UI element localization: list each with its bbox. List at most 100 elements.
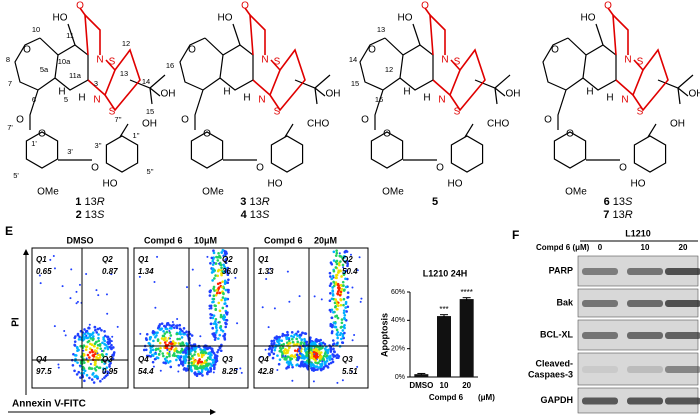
flow-event [202,353,205,357]
flow-event [336,282,340,286]
flow-event [73,340,77,343]
flow-event [207,352,210,356]
atom-label: H [243,93,250,104]
flow-event [178,323,182,327]
atom-label: OH [689,89,700,100]
substituent: CHO [307,119,329,130]
quadrant-name: Q2 [222,255,233,264]
atom-number: 8 [6,55,10,64]
flow-event [192,346,196,350]
flow-event [219,349,223,353]
flow-event [107,360,111,363]
flow-event [332,250,336,254]
ring [105,135,139,173]
flow-event [199,366,203,370]
flow-event [351,339,354,342]
flow-event [297,349,301,353]
flow-event [329,310,332,313]
quadrant-value: 50.4 [342,267,358,276]
flow-event [100,353,104,356]
flow-event [224,267,227,270]
flow-event [226,281,230,285]
flow-event [336,290,340,293]
flow-event [216,256,220,259]
bar [414,374,429,377]
flow-event [97,333,100,336]
flow-event [291,379,294,382]
flow-event [74,354,78,357]
flow-event [346,264,349,268]
flow-event [82,344,86,348]
flow-event [320,298,323,301]
flow-event [211,279,214,282]
flow-event [173,349,177,353]
flow-event [218,262,221,265]
flow-event [110,343,113,347]
flow-event [165,323,169,326]
flow-event [353,334,356,337]
panel-letter: F [512,228,519,242]
flow-event [322,354,326,358]
atom-label: O [23,45,31,56]
quadrant-value: 5.51 [342,367,358,376]
flow-event [220,251,224,254]
flow-event [185,368,189,372]
flow-event [278,339,281,342]
flow-event [221,248,225,252]
flow-event [342,309,346,312]
flow-event [281,332,285,336]
flow-event [334,305,337,309]
flow-event [96,375,99,379]
flow-event [335,307,339,311]
flow-event [70,268,73,271]
flow-event [224,297,228,301]
atom-label: N [621,95,628,106]
atom-number: 10 [32,25,40,34]
atom-label: O [436,163,444,174]
flow-event [222,291,225,295]
flow-event [209,351,212,355]
flow-event [223,270,226,274]
flow-event [168,330,171,333]
quadrant-value: 0.65 [36,267,52,276]
atom-label: HO [398,13,413,24]
flow-event [272,339,276,342]
flow-event [341,263,345,267]
flow-event [318,359,322,362]
flow-event [211,326,214,330]
quadrant-value: 36.0 [222,267,238,276]
flow-event [86,340,90,344]
atom-label: OMe [382,187,404,198]
flow-event [314,353,318,357]
flow-event [340,321,344,325]
flow-event [172,352,176,355]
flow-event [213,356,216,359]
flow-event [93,349,97,352]
flow-event [285,333,289,337]
flow-event [212,285,216,289]
flow-event [342,284,345,287]
compound-label: 7 13R [603,209,632,221]
flow-event [90,378,94,381]
atom-label: S [109,107,116,118]
flow-event [339,290,343,294]
flow-event [75,373,79,376]
flow-event [290,337,294,341]
flow-event [340,287,344,291]
compound-label: 5 [432,196,438,208]
x-tick-label: DMSO [409,381,433,390]
flow-event [89,347,92,350]
flow-event [342,254,346,258]
flow-event [103,330,106,333]
flow-event [198,284,201,287]
flow-event [108,345,112,349]
flow-event [159,369,162,372]
flow-event [214,322,217,325]
flow-event [98,343,102,346]
flow-event [214,318,218,321]
flow-event [88,323,91,326]
flow-event [106,357,109,360]
flow-event [85,373,89,377]
y-tick-label: 60% [391,289,405,296]
compound-label: 4 13S [241,209,270,221]
